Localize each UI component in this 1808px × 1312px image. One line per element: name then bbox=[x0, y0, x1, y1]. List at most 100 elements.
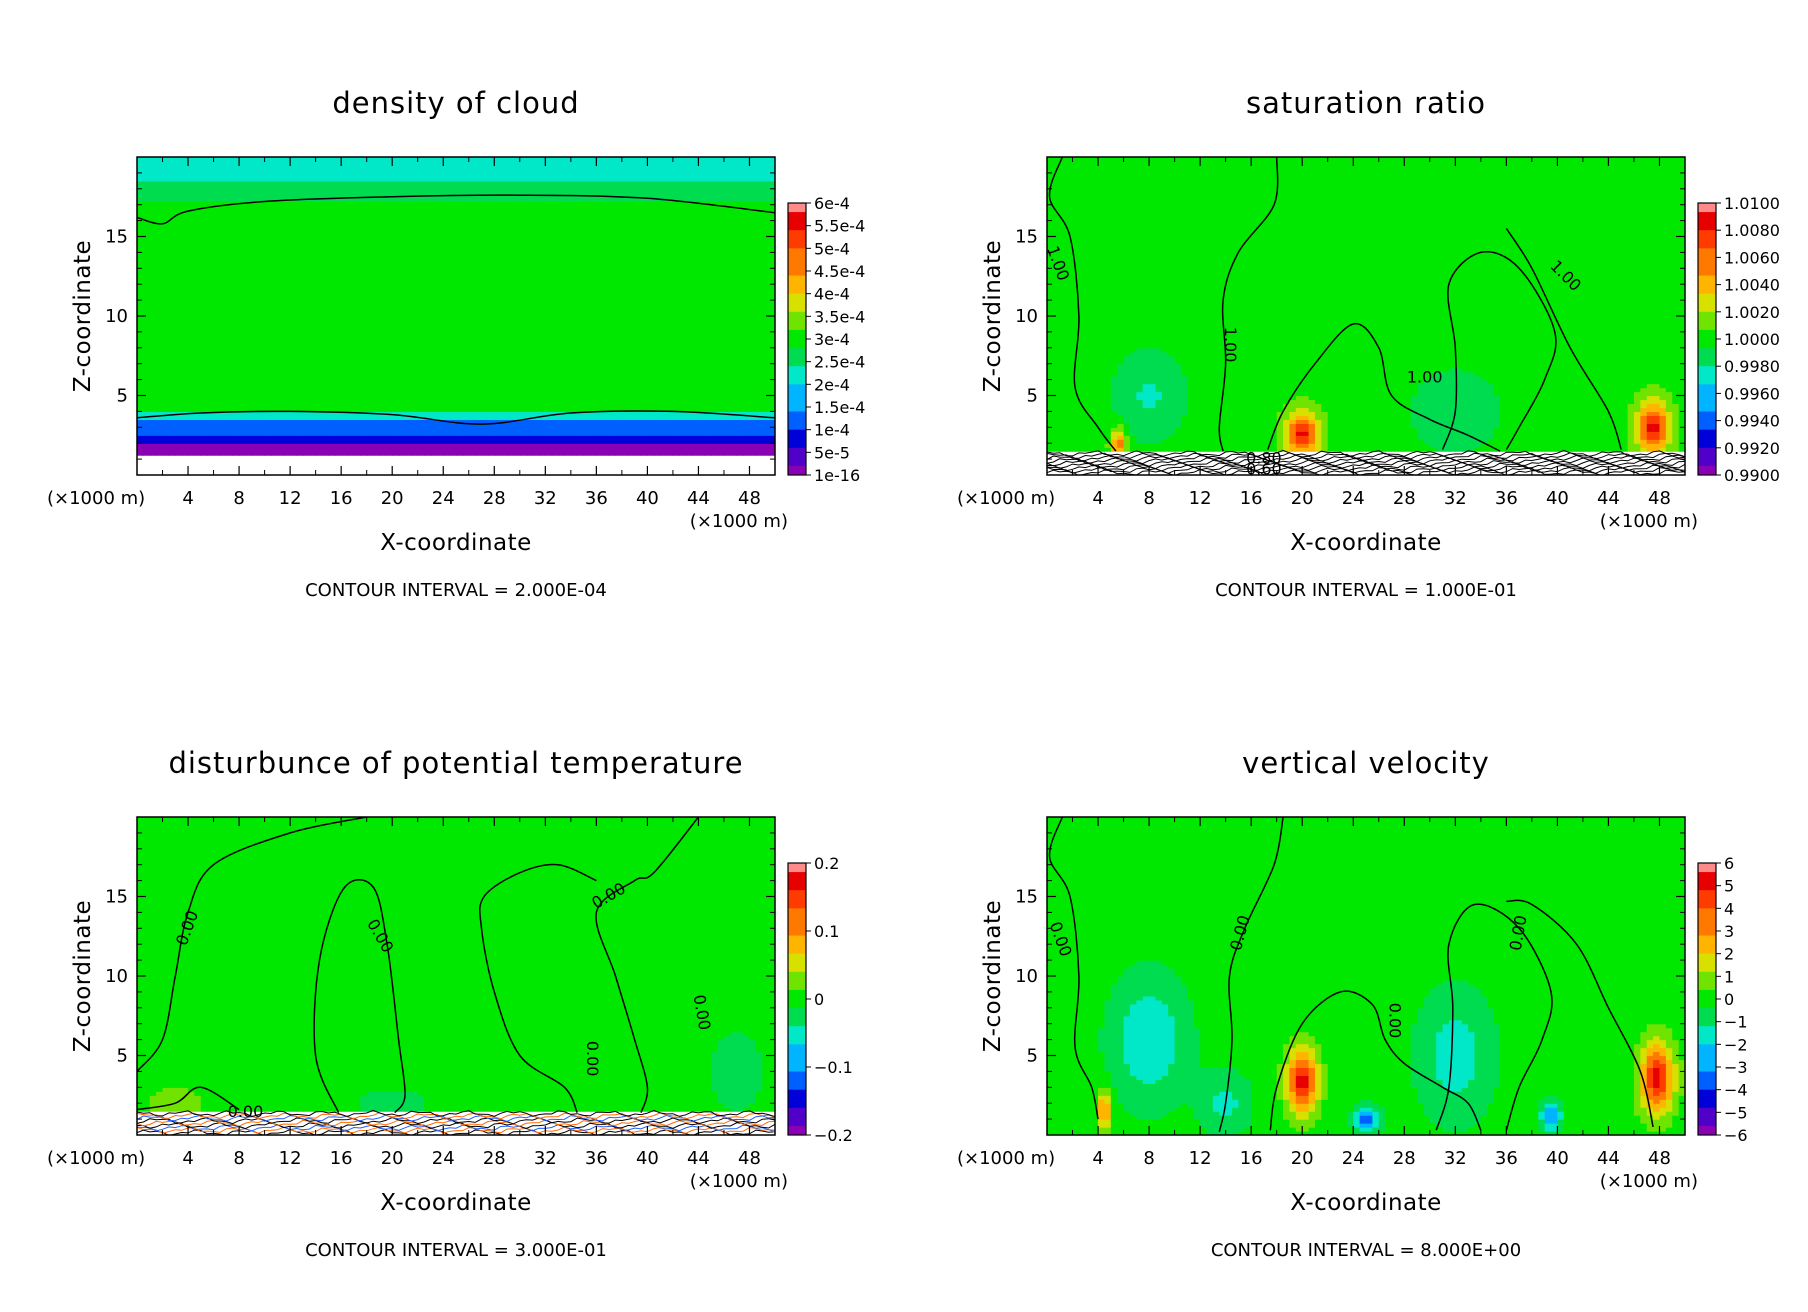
colorbar-swatch bbox=[788, 872, 806, 882]
colorbar-swatch bbox=[788, 999, 806, 1009]
colorbar-swatch bbox=[788, 212, 806, 222]
y-tick-label: 5 bbox=[1027, 386, 1038, 407]
x-tick-label: 20 bbox=[381, 488, 404, 509]
x-tick-label: 8 bbox=[1143, 1148, 1154, 1169]
colorbar-swatch bbox=[788, 1099, 806, 1109]
colorbar-swatch bbox=[788, 221, 806, 231]
y-unit-label: (×1000 m) bbox=[47, 1148, 145, 1169]
colorbar-swatch bbox=[788, 1108, 806, 1118]
contour-label: 0.00 bbox=[228, 1102, 264, 1121]
x-tick-label: 44 bbox=[687, 488, 710, 509]
colorbar-swatch bbox=[788, 402, 806, 412]
colorbar-swatch bbox=[1698, 1026, 1716, 1036]
colorbar-swatch bbox=[788, 890, 806, 900]
x-tick-label: 12 bbox=[279, 488, 302, 509]
x-tick-label: 40 bbox=[1546, 1148, 1569, 1169]
colorbar-label: 0.9900 bbox=[1724, 466, 1780, 485]
colorbar-swatch bbox=[1698, 448, 1716, 458]
x-tick-label: 12 bbox=[1189, 1148, 1212, 1169]
x-tick-label: 28 bbox=[483, 488, 506, 509]
colorbar-label: 3.5e-4 bbox=[814, 307, 865, 326]
contour-interval-label: CONTOUR INTERVAL = 3.000E-01 bbox=[305, 1240, 607, 1261]
chart-title: saturation ratio bbox=[1246, 86, 1486, 120]
x-tick-label: 16 bbox=[1240, 488, 1263, 509]
y-tick-label: 15 bbox=[1015, 227, 1038, 248]
colorbar-label: 3 bbox=[1724, 922, 1734, 941]
y-unit-label: (×1000 m) bbox=[957, 1148, 1055, 1169]
colorbar-label: 0.9940 bbox=[1724, 412, 1780, 431]
colorbar-swatch bbox=[788, 1117, 806, 1127]
colorbar-swatch bbox=[1698, 239, 1716, 249]
colorbar-swatch bbox=[788, 248, 806, 258]
contour-interval-label: CONTOUR INTERVAL = 2.000E-04 bbox=[305, 580, 607, 601]
colorbar-swatch bbox=[1698, 972, 1716, 982]
x-tick-label: 8 bbox=[233, 488, 244, 509]
colorbar-swatch bbox=[788, 239, 806, 249]
colorbar-swatch bbox=[1698, 954, 1716, 964]
colorbar-swatch bbox=[1698, 430, 1716, 440]
y-unit-label: (×1000 m) bbox=[47, 488, 145, 509]
colorbar-label: 0.2 bbox=[814, 854, 839, 873]
colorbar-label: 1e-4 bbox=[814, 421, 850, 440]
contour-label: 1.00 bbox=[1407, 368, 1443, 387]
colorbar-swatch bbox=[1698, 999, 1716, 1009]
colorbar: 0.20.10−0.1−0.2 bbox=[788, 854, 853, 1145]
x-tick-label: 32 bbox=[1444, 488, 1467, 509]
colorbar-swatch bbox=[1698, 1081, 1716, 1091]
x-tick-label: 32 bbox=[534, 488, 557, 509]
colorbar-swatch bbox=[788, 954, 806, 964]
colorbar-label: −0.1 bbox=[814, 1058, 853, 1077]
colorbar-swatch bbox=[788, 457, 806, 467]
colorbar-swatch bbox=[1698, 312, 1716, 322]
colorbar-swatch bbox=[1698, 1072, 1716, 1082]
colorbar-swatch bbox=[788, 257, 806, 267]
colorbar-swatch bbox=[1698, 230, 1716, 240]
colorbar-label: 5 bbox=[1724, 877, 1734, 896]
colorbar-swatch bbox=[788, 863, 806, 873]
colorbar-swatch bbox=[1698, 294, 1716, 304]
colorbar-swatch bbox=[1698, 266, 1716, 276]
colorbar-label: −6 bbox=[1724, 1126, 1748, 1145]
heatmap-field bbox=[1047, 817, 1686, 1136]
colorbar-swatch bbox=[788, 203, 806, 213]
x-tick-label: 16 bbox=[330, 1148, 353, 1169]
colorbar-swatch bbox=[788, 421, 806, 431]
colorbar-label: 0.1 bbox=[814, 922, 839, 941]
heatmap-field bbox=[137, 817, 776, 1136]
colorbar-swatch bbox=[788, 926, 806, 936]
colorbar-swatch bbox=[1698, 421, 1716, 431]
colorbar-swatch bbox=[1698, 1053, 1716, 1063]
colorbar: 6e-45.5e-45e-44.5e-44e-43.5e-43e-42.5e-4… bbox=[788, 194, 865, 485]
x-tick-label: 36 bbox=[585, 488, 608, 509]
colorbar-swatch bbox=[788, 972, 806, 982]
x-unit-label: (×1000 m) bbox=[1600, 1171, 1698, 1192]
x-tick-label: 44 bbox=[1597, 1148, 1620, 1169]
colorbar-label: 1.5e-4 bbox=[814, 398, 865, 417]
x-tick-label: 4 bbox=[1092, 488, 1103, 509]
colorbar-swatch bbox=[1698, 1108, 1716, 1118]
y-tick-label: 5 bbox=[117, 1046, 128, 1067]
colorbar-label: −2 bbox=[1724, 1035, 1748, 1054]
chart-panel-2: saturation ratio1.001.001.001.000.800.60… bbox=[957, 86, 1780, 601]
colorbar-swatch bbox=[1698, 899, 1716, 909]
colorbar-swatch bbox=[788, 1062, 806, 1072]
colorbar-label: 1.0100 bbox=[1724, 194, 1780, 213]
x-tick-label: 48 bbox=[738, 1148, 761, 1169]
colorbar-swatch bbox=[1698, 936, 1716, 946]
colorbar-label: 0 bbox=[1724, 990, 1734, 1009]
y-tick-label: 10 bbox=[1015, 306, 1038, 327]
colorbar-swatch bbox=[1698, 393, 1716, 403]
colorbar-swatch bbox=[1698, 366, 1716, 376]
colorbar-swatch bbox=[1698, 248, 1716, 258]
x-tick-label: 16 bbox=[1240, 1148, 1263, 1169]
colorbar-label: −4 bbox=[1724, 1081, 1748, 1100]
colorbar-swatch bbox=[1698, 375, 1716, 385]
colorbar-swatch bbox=[788, 1090, 806, 1100]
colorbar-label: 4 bbox=[1724, 899, 1734, 918]
colorbar-swatch bbox=[1698, 439, 1716, 449]
colorbar-swatch bbox=[1698, 945, 1716, 955]
y-tick-label: 10 bbox=[1015, 966, 1038, 987]
colorbar-swatch bbox=[788, 230, 806, 240]
colorbar-label: 0.9980 bbox=[1724, 357, 1780, 376]
